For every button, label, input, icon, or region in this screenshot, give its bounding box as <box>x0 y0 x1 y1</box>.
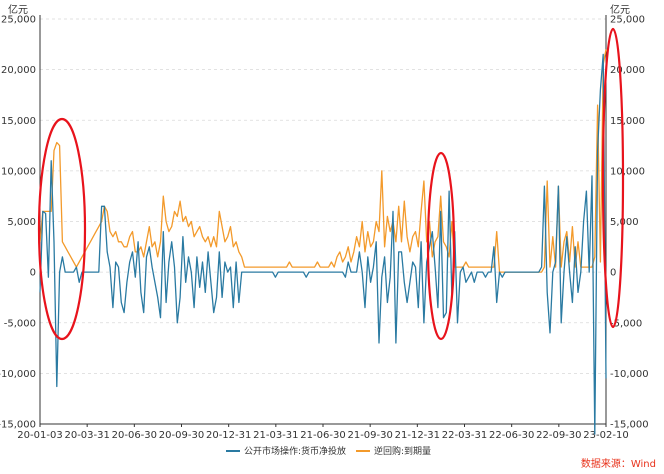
x-tick-label: 21-06-30 <box>300 430 345 441</box>
series-maturity-line <box>39 49 607 273</box>
y-tick-label-left: -10,000 <box>0 369 36 380</box>
y-tick-label-right: -10,000 <box>610 369 649 380</box>
y-tick-label-left: -15,000 <box>0 420 36 431</box>
right-axis-unit: 亿元 <box>610 3 630 16</box>
x-tick-label: 21-03-31 <box>253 430 298 441</box>
grid-lines <box>40 18 606 425</box>
y-tick-label-left: 25,000 <box>1 15 36 26</box>
x-tick-label: 22-03-31 <box>442 430 487 441</box>
series-net-line <box>39 53 607 435</box>
highlight-ellipse <box>37 117 87 341</box>
x-tick-label: 20-09-30 <box>159 430 204 441</box>
y-tick-label-left: 20,000 <box>1 65 36 76</box>
x-tick-label: 21-09-30 <box>347 430 392 441</box>
x-tick-label: 20-01-03 <box>17 430 62 441</box>
y-tick-label-left: 5,000 <box>7 217 36 228</box>
y-tick-label-right: -5,000 <box>610 318 642 329</box>
left-axis-unit: 亿元 <box>8 3 28 16</box>
series-line <box>39 49 607 273</box>
legend: 公开市场操作:货币净投放 逆回购:到期量 <box>226 445 431 457</box>
highlight-ellipse <box>601 27 625 329</box>
y-tick-label-right: 20,000 <box>610 65 645 76</box>
y-tick-label-left: -5,000 <box>4 318 36 329</box>
x-tick-label: 20-12-31 <box>206 430 251 441</box>
x-tick-label: 22-09-30 <box>536 430 581 441</box>
y-tick-label-right: 0 <box>610 268 616 279</box>
y-tick-label-right: 10,000 <box>610 166 645 177</box>
y-tick-label-left: 0 <box>30 268 36 279</box>
highlight-circles <box>37 27 625 341</box>
data-source: 数据来源：Wind <box>581 457 656 470</box>
x-tick-label: 20-03-31 <box>64 430 109 441</box>
highlight-ellipse <box>426 151 456 341</box>
axes: -15,000 -15,000 -10,000 -10,000 -5,000 -5,000… <box>0 15 649 442</box>
x-tick-label: 23-02-10 <box>583 430 628 441</box>
y-tick-label-right: 15,000 <box>610 116 645 127</box>
series-line <box>39 53 607 435</box>
legend-label-net: 公开市场操作:货币净投放 <box>244 445 346 457</box>
y-tick-label-right: -15,000 <box>610 420 649 431</box>
y-tick-label-left: 15,000 <box>1 116 36 127</box>
y-tick-label-right: 25,000 <box>610 15 645 26</box>
x-tick-label: 21-12-31 <box>395 430 440 441</box>
y-tick-label-left: 10,000 <box>1 166 36 177</box>
x-tick-label: 22-06-30 <box>489 430 534 441</box>
x-tick-label: 20-06-30 <box>112 430 157 441</box>
legend-label-maturity: 逆回购:到期量 <box>374 445 431 457</box>
y-tick-label-right: 5,000 <box>610 217 639 228</box>
